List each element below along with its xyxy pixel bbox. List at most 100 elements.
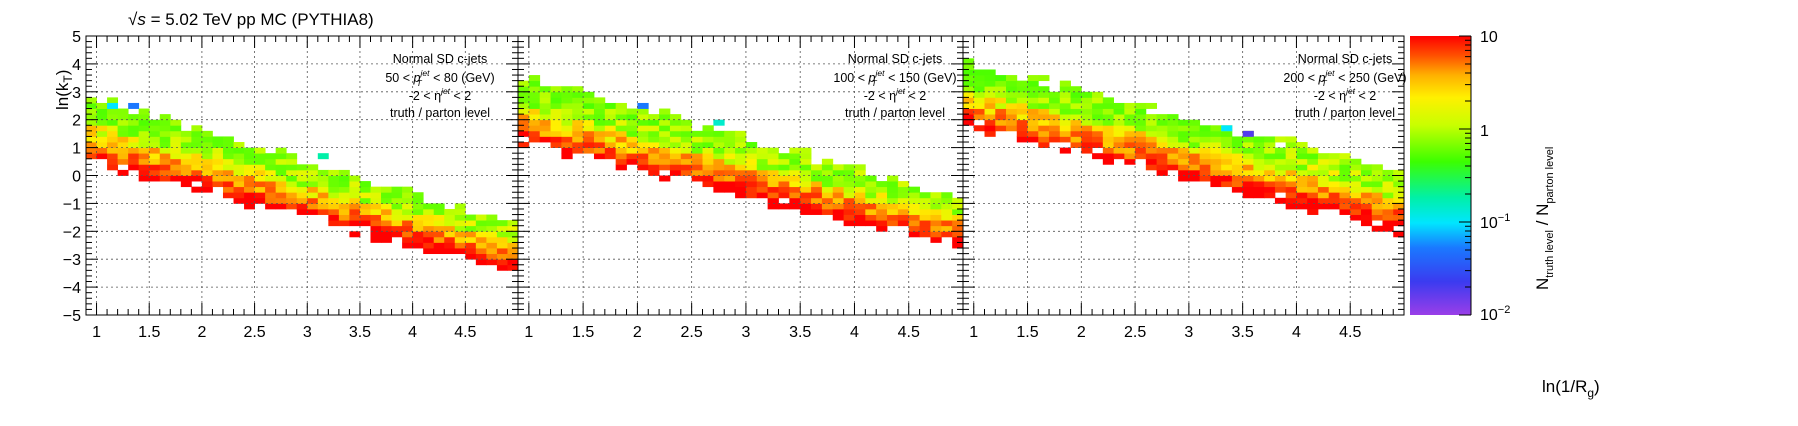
heatmap-cell <box>1092 119 1104 126</box>
heatmap-cell <box>919 220 931 227</box>
heatmap-cell <box>735 169 747 176</box>
heatmap-cell <box>702 136 714 143</box>
heatmap-cell <box>486 248 498 255</box>
heatmap-cell <box>107 125 119 132</box>
heatmap-cell <box>222 164 234 171</box>
heatmap-cell <box>615 102 627 109</box>
heatmap-cell <box>507 259 519 266</box>
heatmap-cell <box>854 181 866 188</box>
heatmap-cell <box>702 130 714 137</box>
heatmap-cell <box>1242 130 1254 137</box>
colorbar-ticks <box>1459 35 1472 316</box>
heatmap-cell <box>244 147 255 154</box>
heatmap-cell <box>1328 186 1340 193</box>
heatmap-cell <box>381 214 392 221</box>
heatmap-cell <box>1102 142 1114 148</box>
heatmap-cell <box>1059 119 1071 126</box>
heatmap-cell <box>572 136 584 143</box>
heatmap-cell <box>995 114 1007 121</box>
heatmap-cell <box>402 192 414 199</box>
heatmap-cell <box>724 130 736 137</box>
heatmap-cell <box>518 108 530 115</box>
heatmap-cell <box>1199 153 1211 160</box>
heatmap-cell <box>1285 169 1297 176</box>
heatmap-cell <box>170 147 182 154</box>
heatmap-cell <box>561 86 573 93</box>
heatmap-cell <box>963 86 975 93</box>
heatmap-cell <box>349 197 361 204</box>
heatmap-cell <box>275 192 287 199</box>
heatmap-cell <box>626 130 638 137</box>
heatmap-cell <box>423 203 435 210</box>
heatmap-cell <box>767 158 779 165</box>
heatmap-cell <box>680 136 693 143</box>
heatmap-cell <box>1328 192 1340 199</box>
heatmap-cell <box>1167 130 1179 137</box>
heatmap-cell <box>1382 169 1394 176</box>
colorbar-title: Ntruth level / Nparton level <box>1533 147 1556 290</box>
y-axis-ticks: 5 4 3 2 1 0 −1 −2 −3 −4 −5 <box>63 29 1404 325</box>
heatmap-cell <box>1242 175 1254 182</box>
heatmap-cell <box>1231 186 1244 193</box>
heatmap-cell <box>897 186 910 193</box>
heatmap-cell <box>518 97 530 104</box>
heatmap-cell <box>691 147 703 154</box>
heatmap-cell <box>1350 175 1362 182</box>
heatmap-cell <box>465 214 477 221</box>
heatmap-cell <box>876 192 888 199</box>
heatmap-cell <box>370 208 382 215</box>
heatmap-cell <box>128 158 140 165</box>
heatmap-cell <box>275 158 287 165</box>
heatmap-cell <box>756 147 769 154</box>
heatmap-cell <box>767 186 779 193</box>
x-tick-label: 4.5 <box>898 324 920 341</box>
heatmap-cell <box>1006 91 1018 98</box>
heatmap-cell <box>1188 153 1201 160</box>
heatmap-cell <box>1124 119 1136 126</box>
heatmap-cell <box>767 153 779 160</box>
heatmap-cell <box>1350 164 1362 171</box>
heatmap-cell <box>811 181 823 188</box>
heatmap-cell <box>1221 158 1233 165</box>
heatmap-cell <box>539 91 551 98</box>
heatmap-cell <box>724 136 736 143</box>
heatmap-cell <box>984 125 996 132</box>
heatmap-cell <box>1081 114 1093 121</box>
x-tick-label: 3.5 <box>1232 324 1254 341</box>
heatmap-cell <box>286 153 298 160</box>
heatmap-cell <box>550 102 562 109</box>
heatmap-cell <box>423 242 435 249</box>
heatmap-cell <box>191 130 203 137</box>
heatmap-cell <box>539 97 551 104</box>
heatmap-cell <box>265 158 277 165</box>
heatmap-cell <box>680 147 693 154</box>
heatmap-cell <box>518 130 530 137</box>
heatmap-cell <box>713 153 725 160</box>
heatmap-cell <box>1264 142 1276 148</box>
heatmap-cell <box>233 192 245 199</box>
heatmap-cell <box>1049 97 1061 104</box>
heatmap-cell <box>800 158 812 165</box>
heatmap-cell <box>1360 186 1373 193</box>
heatmap-cell <box>1145 142 1158 148</box>
heatmap-cell <box>402 231 414 238</box>
heatmap-cell <box>1382 208 1394 215</box>
heatmap-cell <box>735 130 747 137</box>
heatmap-cell <box>1393 208 1405 215</box>
heatmap-panel-pt-200-250: Normal SD c-jets 200 < pjet T < 250 (GeV)… <box>963 36 1407 315</box>
heatmap-cell <box>465 248 477 255</box>
heatmap-cell <box>1221 136 1233 143</box>
heatmap-cell <box>1210 142 1222 148</box>
heatmap-cell <box>138 142 150 148</box>
heatmap-cell <box>1113 130 1125 137</box>
heatmap-cell <box>735 142 747 148</box>
heatmap-cell <box>789 186 801 193</box>
heatmap-cell <box>887 197 899 204</box>
heatmap-cell <box>887 214 899 221</box>
heatmap-cell <box>1382 192 1394 199</box>
heatmap-cell <box>433 203 445 210</box>
heatmap-cell <box>317 175 329 182</box>
colorbar-label-0p01: 10−2 <box>1480 304 1510 324</box>
heatmap-cell <box>191 175 203 182</box>
heatmap-cell <box>735 147 747 154</box>
